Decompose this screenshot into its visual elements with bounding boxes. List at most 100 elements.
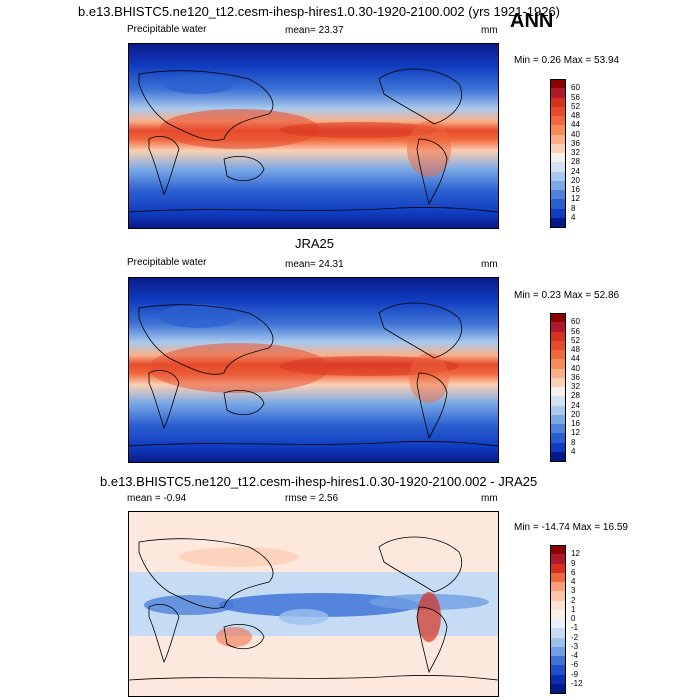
colorbar-swatch (550, 433, 566, 443)
panel1-minmax: Min = 0.26 Max = 53.94 (514, 55, 620, 66)
panel3-minmax: Min = -14.74 Max = 16.59 (514, 522, 628, 533)
colorbar-tick-label: 56 (571, 92, 580, 102)
colorbar-tick-label: 0 (571, 614, 576, 623)
colorbar-swatch (550, 554, 566, 564)
panel1-variable: Precipitable water (127, 24, 207, 35)
panel3-title: b.e13.BHISTC5.ne120_t12.cesm-ihesp-hires… (100, 474, 538, 489)
colorbar-tick-label: 48 (571, 111, 580, 120)
colorbar-swatch (550, 674, 566, 685)
colorbar-swatch (550, 171, 566, 182)
colorbar-swatch (550, 563, 566, 574)
colorbar-swatch (550, 368, 566, 379)
colorbar-tick-label: -9 (571, 669, 579, 679)
panel1-colorbar: 60 56 52 48 44 40 36 32 28 24 20 16 12 8 4 (550, 79, 590, 228)
panel1-map (128, 43, 499, 229)
colorbar-tick-label: 28 (571, 391, 580, 401)
colorbar-swatch (550, 162, 566, 172)
case-title: b.e13.BHISTC5.ne120_t12.cesm-ihesp-hires… (78, 4, 561, 19)
colorbar-tick-label: 24 (571, 400, 580, 410)
colorbar-tick-label: 56 (571, 326, 580, 336)
panel2-colorbar: 60 56 52 48 44 40 36 32 28 24 20 16 12 8 4 (550, 313, 590, 462)
panel2-minmax: Min = 0.23 Max = 52.86 (514, 290, 620, 301)
colorbar-tick-label: 32 (571, 148, 580, 157)
colorbar-tick-label: 6 (571, 567, 576, 577)
colorbar-swatch (550, 208, 566, 219)
colorbar-swatch (550, 180, 566, 191)
colorbar-tick-label: -12 (571, 678, 583, 688)
colorbar-tick-label: -4 (571, 651, 579, 660)
panel3-units: mm (481, 493, 498, 504)
colorbar-tick-label: 40 (571, 129, 580, 139)
colorbar-swatch (550, 591, 566, 601)
colorbar-swatch (550, 199, 566, 209)
colorbar-swatch (550, 414, 566, 425)
colorbar-swatch (550, 79, 566, 89)
panel2-field (129, 278, 498, 462)
panel1-units: mm (481, 25, 498, 36)
colorbar-tick-label: 24 (571, 166, 580, 176)
colorbar-swatch (550, 134, 566, 145)
colorbar-swatch (550, 153, 566, 163)
colorbar-tick-label: 20 (571, 175, 580, 185)
colorbar-tick-label: 40 (571, 363, 580, 373)
colorbar-tick-label: 52 (571, 335, 580, 345)
colorbar-swatch (550, 190, 566, 200)
colorbar-tick-label: 12 (571, 549, 580, 559)
panel3-rmse: rmse = 2.56 (285, 493, 339, 504)
colorbar-tick-label: 9 (571, 558, 576, 568)
colorbar-swatch (550, 656, 566, 666)
panel3-map (128, 511, 499, 697)
colorbar-tick-label: 44 (571, 120, 580, 130)
colorbar-swatch (550, 545, 566, 555)
colorbar-swatch (550, 217, 566, 228)
colorbar-tick-label: 12 (571, 194, 580, 204)
colorbar-swatch (550, 88, 566, 98)
panel3-colorbar: 12 9 6 4 3 2 1 0 -1 -2 -3 -4 -6 -9 -12 (550, 545, 590, 694)
colorbar-tick-label: 4 (571, 446, 576, 456)
colorbar-tick-label: 32 (571, 382, 580, 391)
colorbar-tick-label: 16 (571, 419, 580, 428)
colorbar-swatch (550, 322, 566, 332)
colorbar-tick-label: 28 (571, 157, 580, 167)
colorbar-swatch (550, 582, 566, 592)
colorbar-tick-label: -3 (571, 641, 579, 651)
colorbar-tick-label: 12 (571, 428, 580, 438)
colorbar-tick-label: 48 (571, 345, 580, 354)
colorbar-swatch (550, 359, 566, 369)
colorbar-swatch (550, 628, 566, 638)
panel1-mean: mean= 23.37 (285, 25, 344, 36)
colorbar-tick-label: 8 (571, 437, 576, 447)
colorbar-tick-label: 44 (571, 354, 580, 364)
colorbar-tick-label: 3 (571, 586, 576, 596)
colorbar-swatch (550, 609, 566, 620)
panel3-field (129, 512, 498, 696)
colorbar-tick-label: -1 (571, 623, 579, 633)
colorbar-swatch (550, 331, 566, 342)
colorbar-swatch (550, 451, 566, 462)
panel1-field (129, 44, 498, 228)
colorbar-swatch (550, 600, 566, 611)
colorbar-swatch (550, 442, 566, 453)
colorbar-tick-label: 36 (571, 372, 580, 382)
colorbar-swatch (550, 637, 566, 648)
colorbar-swatch (550, 377, 566, 388)
colorbar-tick-label: 60 (571, 83, 580, 93)
panel2-variable: Precipitable water (127, 257, 207, 268)
season-label: ANN (510, 10, 554, 32)
panel3-mean: mean = -0.94 (127, 493, 187, 504)
panel2-title: JRA25 (295, 236, 335, 251)
colorbar-swatch (550, 646, 566, 657)
colorbar-swatch (550, 125, 566, 135)
colorbar-swatch (550, 350, 566, 360)
colorbar-swatch (550, 143, 566, 154)
colorbar-tick-label: 4 (571, 577, 576, 586)
colorbar-tick-label: 8 (571, 203, 576, 213)
colorbar-swatch (550, 340, 566, 351)
colorbar-tick-label: 52 (571, 101, 580, 111)
panel2-mean: mean= 24.31 (285, 259, 344, 270)
panel2-units: mm (481, 259, 498, 270)
colorbar-tick-label: 2 (571, 595, 576, 605)
colorbar-tick-label: 60 (571, 317, 580, 327)
colorbar-swatch (550, 396, 566, 406)
